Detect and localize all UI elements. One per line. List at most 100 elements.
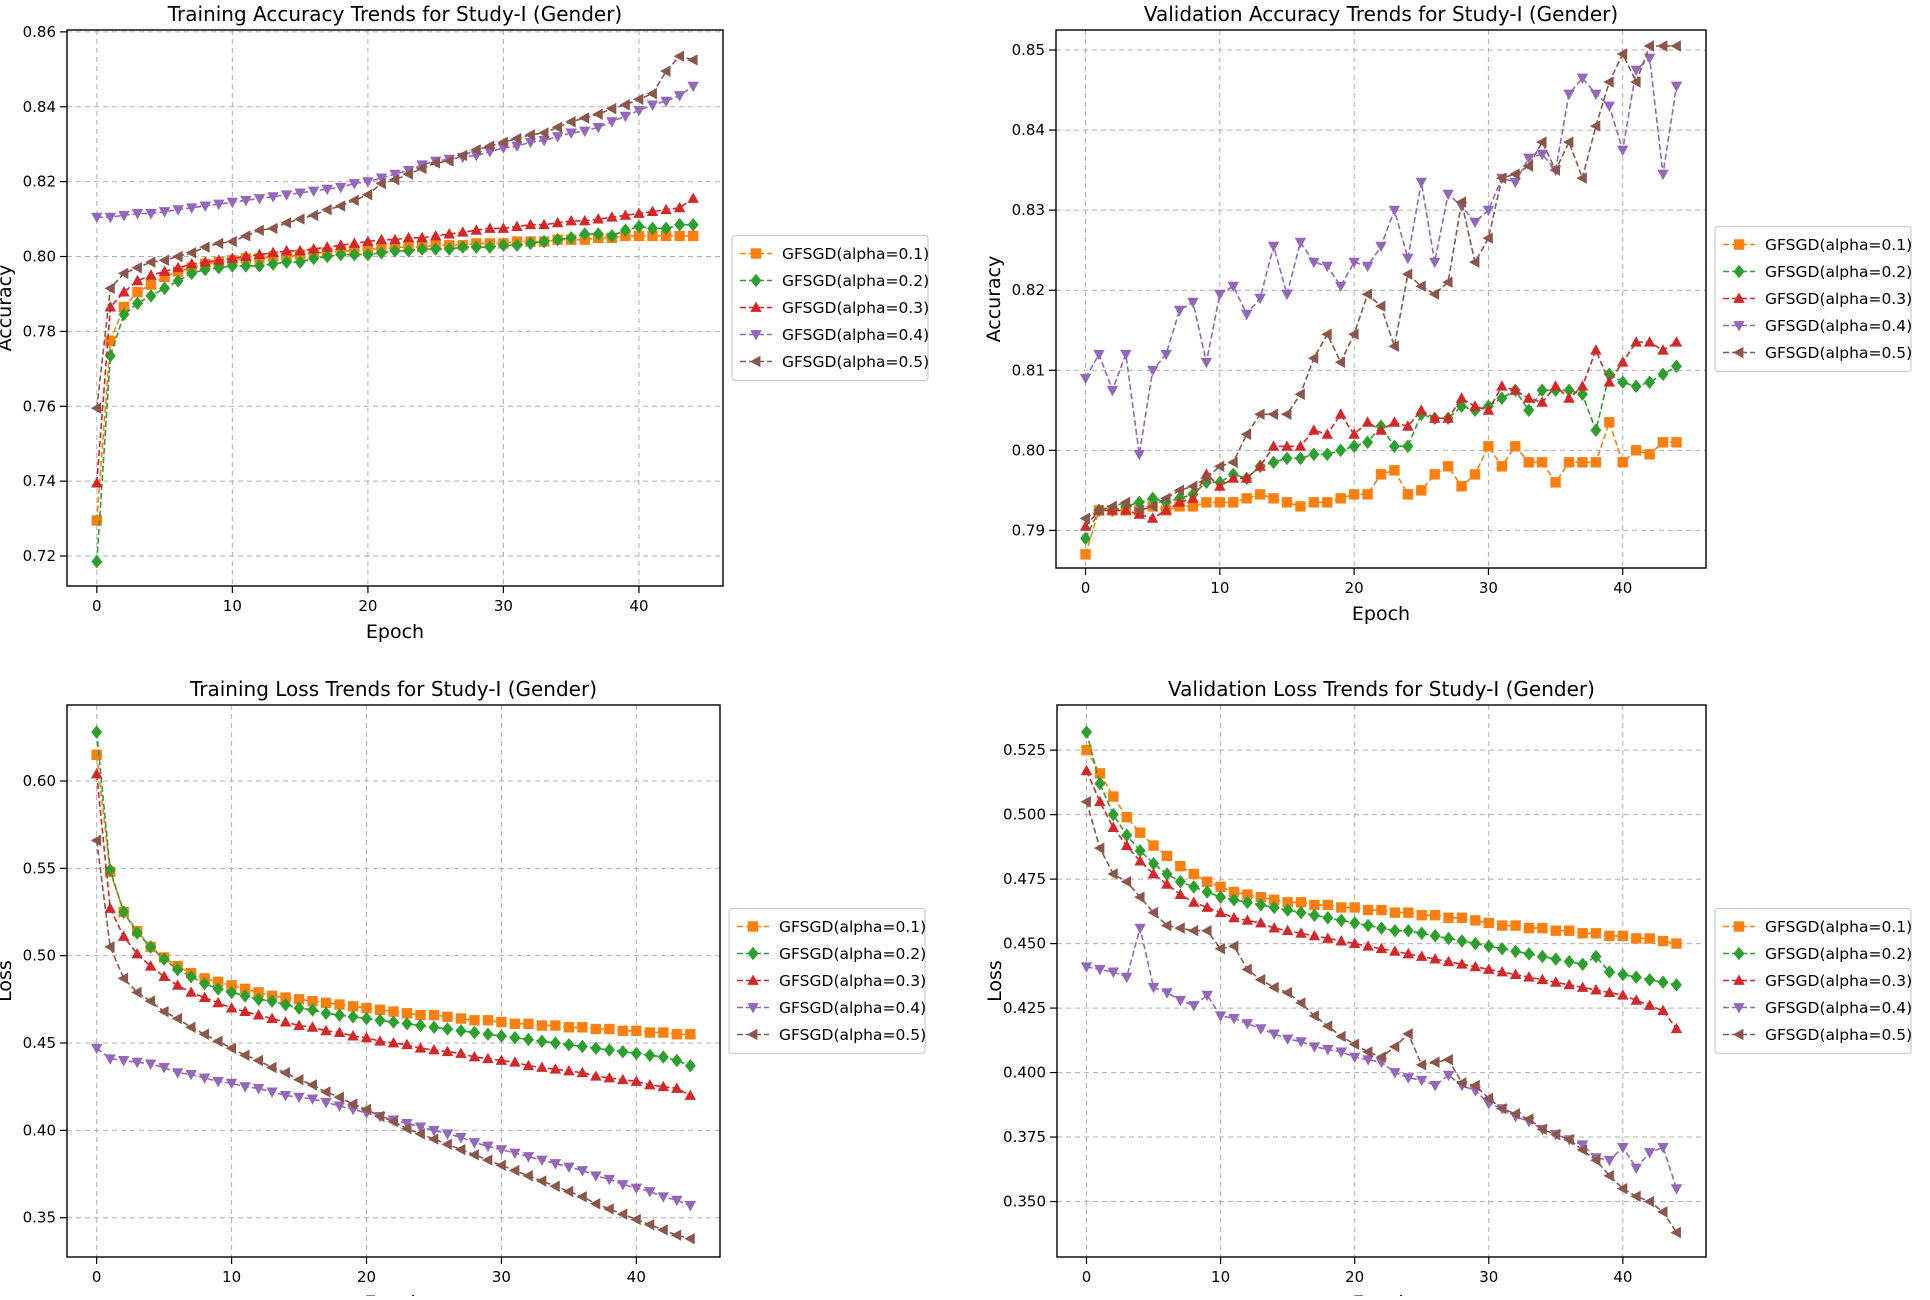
data-point (1282, 897, 1293, 908)
data-point (1389, 923, 1401, 938)
data-point (280, 244, 293, 256)
y-tick-label: 0.400 (1003, 1064, 1046, 1082)
legend: GFSGD(alpha=0.1) GFSGD(alpha=0.2) GFSGD(al… (728, 907, 926, 1055)
data-point (511, 132, 522, 145)
data-point (401, 1038, 413, 1050)
data-point (320, 997, 332, 1009)
data-point (429, 157, 441, 169)
data-point (687, 81, 699, 93)
data-point (470, 144, 481, 156)
x-tick-label: 20 (1345, 579, 1364, 597)
data-point (374, 1110, 385, 1123)
y-tick-label: 0.80 (23, 248, 56, 266)
data-point (253, 987, 264, 998)
data-point (671, 1195, 683, 1207)
data-point (347, 1098, 358, 1110)
data-point (1173, 484, 1184, 497)
data-point (1134, 855, 1146, 866)
data-point (1255, 898, 1267, 912)
data-point (1590, 89, 1602, 101)
data-point (1577, 928, 1588, 939)
data-point (1603, 986, 1616, 998)
data-point (226, 197, 239, 209)
data-point (1563, 1133, 1574, 1146)
data-point (1402, 420, 1414, 431)
data-point (522, 1170, 533, 1182)
y-tick-label: 0.85 (1012, 41, 1045, 59)
data-point (1335, 493, 1346, 504)
data-point (456, 149, 468, 162)
legend-item: GFSGD(alpha=0.4) (1723, 999, 1912, 1017)
grid (67, 705, 720, 1257)
data-point (213, 199, 225, 211)
data-point (673, 201, 686, 213)
data-point (671, 1082, 683, 1093)
data-point (454, 1143, 466, 1156)
data-point (1416, 950, 1428, 961)
data-point (171, 1012, 183, 1025)
data-point (333, 1101, 346, 1112)
x-tick-label: 20 (357, 1268, 376, 1286)
data-point (1361, 288, 1372, 300)
data-point (1523, 392, 1535, 403)
data-point (213, 254, 225, 265)
chart-title: Validation Accuracy Trends for Study-I (… (1144, 2, 1618, 26)
data-point (1348, 257, 1360, 269)
data-point (576, 1066, 589, 1078)
data-point (1617, 1142, 1629, 1154)
chart-title: Validation Loss Trends for Study-I (Gend… (1168, 677, 1595, 701)
data-point (1348, 489, 1360, 500)
data-point (1269, 894, 1280, 905)
data-point (633, 219, 645, 234)
data-point (280, 190, 293, 201)
data-point (643, 1218, 655, 1231)
data-point (1657, 1004, 1669, 1016)
data-point (348, 247, 360, 262)
data-point (1657, 975, 1669, 990)
data-point (563, 1162, 575, 1174)
data-point (1670, 40, 1681, 52)
legend-marker (1733, 1003, 1745, 1014)
legend-marker (1733, 946, 1745, 961)
data-point (1577, 957, 1589, 971)
data-point (1107, 868, 1118, 880)
data-point (428, 1020, 440, 1035)
data-point (1376, 921, 1387, 935)
data-point (1348, 439, 1360, 454)
data-point (239, 1049, 250, 1061)
data-point (1173, 305, 1186, 317)
data-point (1188, 896, 1200, 907)
legend-label: GFSGD(alpha=0.3) (1765, 290, 1912, 308)
data-point (401, 1017, 413, 1031)
data-point (1175, 861, 1186, 872)
data-point (293, 1001, 305, 1015)
data-point (1429, 1056, 1440, 1068)
data-point (1536, 136, 1547, 148)
data-point (1617, 356, 1629, 367)
data-point (1228, 911, 1240, 923)
data-point (212, 976, 224, 988)
legend-label: GFSGD(alpha=0.3) (779, 972, 926, 990)
data-point (482, 1052, 494, 1064)
data-point (497, 238, 509, 253)
data-point (1322, 932, 1334, 943)
data-point (1133, 504, 1144, 517)
data-point (482, 1015, 494, 1026)
data-point (320, 1024, 332, 1036)
x-tick-label: 0 (1081, 579, 1091, 597)
data-point (1240, 472, 1253, 483)
data-point (1643, 53, 1656, 65)
data-point (361, 1002, 372, 1014)
data-point (1402, 439, 1414, 454)
data-point (1590, 423, 1602, 438)
data-point (374, 1004, 386, 1016)
data-point (1415, 1059, 1427, 1071)
data-point (1308, 257, 1320, 269)
data-point (633, 106, 645, 117)
data-point (1616, 1182, 1628, 1195)
data-point (321, 241, 333, 252)
data-point (687, 54, 698, 66)
legend-box (731, 234, 929, 382)
data-point (225, 1002, 238, 1013)
